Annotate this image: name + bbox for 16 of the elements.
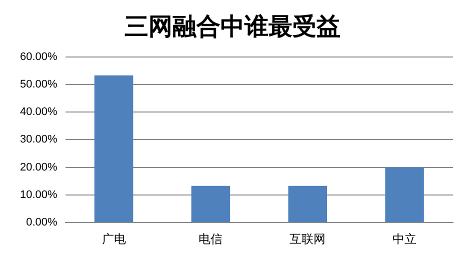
bar [191,186,230,222]
y-tick-label: 60.00% [20,50,58,63]
x-tick-label: 电信 [198,232,223,246]
bar [385,167,424,222]
y-tick-label: 30.00% [20,134,58,146]
bar [94,75,134,222]
y-tick-label: 40.00% [20,106,58,118]
chart-title: 三网融合中谁最受益 [124,12,340,41]
bar [288,186,327,222]
x-tick-label: 广电 [102,232,126,246]
y-tick-label: 10.00% [20,189,58,201]
x-tick-label: 互联网 [290,232,326,246]
x-tick-label: 中立 [392,232,417,246]
y-tick-label: 50.00% [20,78,58,90]
y-tick-label: 20.00% [20,161,58,174]
y-tick-label: 0.00% [26,216,58,229]
